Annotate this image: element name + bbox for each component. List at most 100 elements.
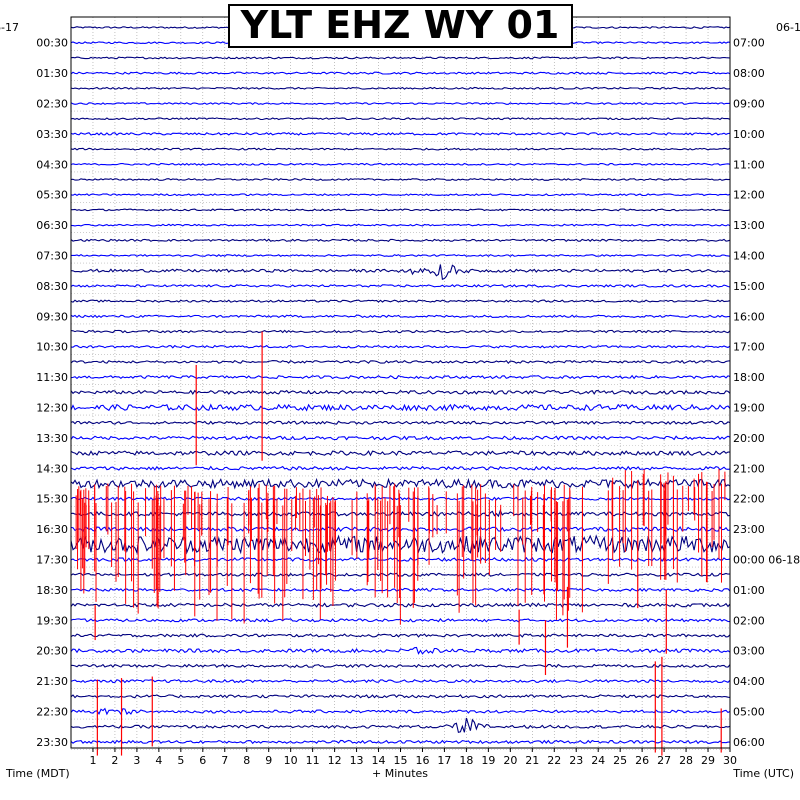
left-time-label: 19:30: [36, 614, 68, 627]
right-time-label: 04:00: [733, 675, 765, 688]
x-tick-label: 26: [635, 754, 649, 767]
x-tick-label: 4: [155, 754, 162, 767]
x-tick-label: 22: [547, 754, 561, 767]
title-box: [228, 4, 573, 48]
trace-line: [70, 496, 731, 501]
trace-line: [70, 102, 731, 105]
left-time-label: 08:30: [36, 280, 68, 293]
left-time-label: 06:30: [36, 219, 68, 232]
left-time-label: 16:30: [36, 523, 68, 536]
right-time-label: 23:00: [733, 523, 765, 536]
right-time-label: 00:00 06-18: [733, 554, 800, 567]
x-tick-label: 30: [723, 754, 737, 767]
trace-line: [70, 633, 731, 638]
x-tick-label: 9: [265, 754, 272, 767]
trace-line: [70, 359, 731, 365]
left-time-label: 09:30: [36, 310, 68, 323]
trace-line: [70, 477, 731, 490]
trace-line: [70, 678, 731, 684]
right-time-label: 07:00: [733, 37, 765, 50]
trace-line: [70, 162, 731, 166]
x-tick-label: 10: [284, 754, 298, 767]
trace-line: [70, 374, 731, 380]
trace-line: [70, 707, 731, 716]
x-tick-label: 23: [569, 754, 583, 767]
trace-line: [70, 663, 731, 669]
left-time-labels: 00:30 01:30 02:30 03:30 04:30 05:30 06:30 07:30…: [36, 37, 68, 749]
trace-line: [70, 435, 731, 441]
left-axis-label: Time (MDT): [5, 767, 70, 780]
left-time-label: 12:30: [36, 402, 68, 415]
trace-line: [71, 208, 731, 212]
left-time-label: 22:30: [36, 706, 68, 719]
left-time-label: 11:30: [36, 371, 68, 384]
left-time-label: 04:30: [36, 158, 68, 171]
right-time-label: 02:00: [733, 614, 765, 627]
left-time-label: 13:30: [36, 432, 68, 445]
right-date-label: 06-1: [776, 21, 800, 34]
left-time-label: 02:30: [36, 98, 68, 111]
trace-line: [70, 403, 731, 412]
trace-line: [70, 389, 731, 395]
trace-line: [70, 193, 731, 197]
right-time-label: 08:00: [733, 67, 765, 80]
trace-lines: [70, 26, 731, 745]
x-tick-label: 13: [350, 754, 364, 767]
x-axis-ticks: 1 2 3 4 5 6 7 8 9 10 11 12 13 14 15 16 17 18 19 20 21 22 23 24 2…: [89, 748, 737, 767]
left-time-label: 10:30: [36, 341, 68, 354]
trace-line: [70, 465, 731, 471]
clipped-spikes: [75, 331, 726, 756]
x-tick-label: 6: [199, 754, 206, 767]
trace-line: [70, 420, 731, 425]
chart-title: YLT EHZ WY 01: [240, 3, 560, 47]
trace-line: [70, 717, 731, 733]
trace-line: [70, 264, 731, 280]
left-time-label: 01:30: [36, 67, 68, 80]
left-time-label: 05:30: [36, 189, 68, 202]
left-time-label: 17:30: [36, 554, 68, 567]
x-tick-label: 14: [372, 754, 386, 767]
left-time-label: 18:30: [36, 584, 68, 597]
right-time-label: 15:00: [733, 280, 765, 293]
trace-line: [70, 450, 731, 457]
x-tick-label: 12: [328, 754, 342, 767]
right-time-labels: 07:00 08:00 09:00 10:00 11:00 12:00 13:00 14:00…: [733, 37, 800, 749]
left-time-label: 20:30: [36, 645, 68, 658]
trace-line: [70, 299, 731, 303]
x-tick-label: 1: [89, 754, 96, 767]
left-time-label: 14:30: [36, 462, 68, 475]
x-tick-label: 2: [111, 754, 118, 767]
right-time-label: 20:00: [733, 432, 765, 445]
right-time-label: 17:00: [733, 341, 765, 354]
right-time-label: 16:00: [733, 310, 765, 323]
trace-line: [70, 238, 731, 243]
x-tick-label: 16: [415, 754, 429, 767]
trace-line: [70, 223, 731, 227]
x-tick-label: 20: [503, 754, 517, 767]
right-time-label: 12:00: [733, 189, 765, 202]
right-time-label: 09:00: [733, 98, 765, 111]
x-tick-label: 29: [701, 754, 715, 767]
left-time-label: 23:30: [36, 736, 68, 749]
right-time-label: 18:00: [733, 371, 765, 384]
x-tick-label: 3: [133, 754, 140, 767]
left-date-label: 6-17: [0, 21, 19, 34]
x-tick-label: 15: [394, 754, 408, 767]
right-axis-label: Time (UTC): [732, 767, 794, 780]
x-tick-label: 24: [591, 754, 605, 767]
right-time-label: 03:00: [733, 645, 765, 658]
trace-line: [70, 178, 731, 181]
right-time-label: 05:00: [733, 706, 765, 719]
trace-line: [70, 739, 730, 745]
trace-line: [70, 117, 731, 121]
x-tick-label: 7: [221, 754, 228, 767]
right-time-label: 11:00: [733, 158, 765, 171]
x-tick-label: 21: [525, 754, 539, 767]
trace-line: [70, 329, 731, 334]
trace-line: [70, 284, 731, 288]
trace-line: [71, 254, 731, 257]
left-time-label: 03:30: [36, 128, 68, 141]
x-axis-label: + Minutes: [372, 767, 428, 780]
